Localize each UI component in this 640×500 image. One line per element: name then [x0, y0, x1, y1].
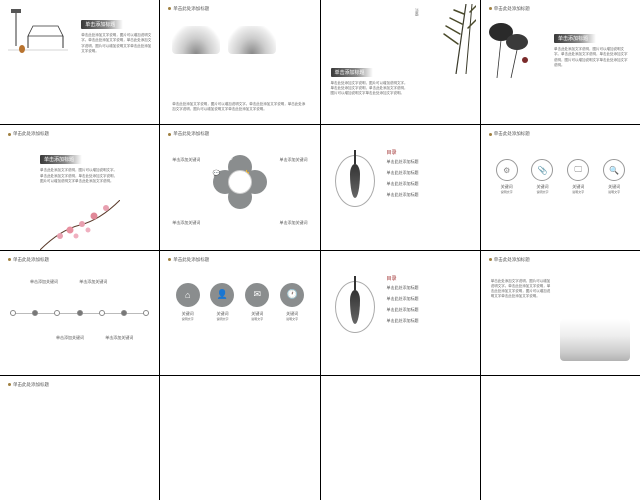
- slide-16: [481, 376, 640, 500]
- slide-7: 目录 单击此处添加标题 单击此处添加标题 单击此处添加标题 单击此处添加标题: [321, 125, 480, 249]
- slide-14: [160, 376, 319, 500]
- timeline-node: [143, 310, 149, 316]
- gear-icon: ⚙: [496, 159, 518, 181]
- title-badge: 单击添加标题: [554, 34, 596, 43]
- toc-item: 单击此处添加标题: [387, 170, 419, 176]
- feature-item: ⚙ 关键词 说明文字: [493, 159, 521, 195]
- pipa-container: [335, 281, 375, 333]
- stat-item: ✉ 关键词 说明文字: [243, 283, 271, 322]
- slide-6: 单击此处添加标题 ⊕ 👍 📍 💬 单击添加关键词 单击添加关键词 单击添加关键词…: [160, 125, 319, 249]
- pipa-illustration: [335, 155, 375, 207]
- tl-label: 单击添加关键词: [30, 279, 58, 285]
- search-icon: 🔍: [603, 159, 625, 181]
- feature-item: 🔍 关键词 说明文字: [600, 159, 628, 195]
- stat-desc: 说明文字: [278, 317, 306, 322]
- kw-1: 单击添加关键词: [172, 157, 200, 163]
- feature-desc: 说明文字: [528, 190, 556, 195]
- feature-desc: 说明文字: [493, 190, 521, 195]
- slide-9: 单击此处添加标题 单击添加关键词 单击添加关键词 单击添加关键词 单击添加关键词: [0, 251, 159, 375]
- slide-header: 单击此处添加标题: [168, 6, 209, 12]
- timeline-node: [32, 310, 38, 316]
- feature-item: 🖵 关键词 说明文字: [564, 159, 592, 195]
- body-text: 单击此处添加文字说明，图片可以增加说明文字。单击此处添加文字说明，单击此处添加文…: [172, 102, 307, 113]
- slide-header: 单击此处添加标题: [8, 257, 49, 263]
- toc-item: 单击此处添加标题: [387, 296, 419, 302]
- toc-item: 单击此处添加标题: [387, 159, 419, 165]
- title-badge: 单击添加标题: [40, 155, 82, 164]
- stat-item: 🕐 关键词 说明文字: [278, 283, 306, 322]
- ink-house-illustration: [8, 6, 68, 56]
- title-badge: 单击添加标题: [331, 68, 373, 77]
- home-icon: ⌂: [176, 283, 200, 307]
- slide-11: 目录 单击此处添加标题 单击此处添加标题 单击此处添加标题 单击此处添加标题: [321, 251, 480, 375]
- body-text: 单击此处添加文字说明，图片可以增加说明文字。单击此处添加文字说明，单击此处添加文…: [331, 81, 411, 97]
- pipa-illustration: [335, 281, 375, 333]
- slide-2: 单击此处添加标题 单击此处添加文字说明，图片可以增加说明文字。单击此处添加文字说…: [160, 0, 319, 124]
- seal-text: 淡墨: [414, 8, 420, 16]
- kw-4: 单击添加关键词: [280, 220, 308, 226]
- toc-item: 单击此处添加标题: [387, 318, 419, 324]
- timeline-node: [10, 310, 16, 316]
- slide-3: 淡墨 单击添加标题 单击此处添加文字说明，图片可以增加说明文字。单击此处添加文字…: [321, 0, 480, 124]
- ink-bamboo-illustration: [426, 4, 476, 74]
- stat-item: 👤 关键词 说明文字: [208, 283, 236, 322]
- body-text: 单击此处添加文字说明，图片可以增加说明文字。单击此处添加文字说明，单击此处添加文…: [40, 168, 120, 184]
- stat-desc: 说明文字: [174, 317, 202, 322]
- clock-icon: 🕐: [280, 283, 304, 307]
- clip-icon: 📎: [531, 159, 553, 181]
- ink-landscape-illustration: [560, 319, 630, 361]
- stat-desc: 说明文字: [243, 317, 271, 322]
- tl-label: 单击添加关键词: [56, 335, 84, 341]
- pipa-container: [335, 155, 375, 207]
- feature-item: 📎 关键词 说明文字: [528, 159, 556, 195]
- user-icon: 👤: [210, 283, 234, 307]
- toc-heading: 目录: [387, 275, 397, 282]
- body-text: 单击此处添加文字说明，图片可以增加说明文字。单击此处添加文字说明，单击此处添加文…: [81, 33, 151, 54]
- toc-item: 单击此处添加标题: [387, 285, 419, 291]
- slide-12: 单击此处添加标题 单击此处添加文字说明，图片可以增加说明文字。单击此处添加文字说…: [481, 251, 640, 375]
- slide-8: 单击此处添加标题 ⚙ 关键词 说明文字 📎 关键词 说明文字 🖵 关键词 说明文…: [481, 125, 640, 249]
- slide-grid: 单击添加标题 单击此处添加文字说明，图片可以增加说明文字。单击此处添加文字说明，…: [0, 0, 640, 500]
- slide-5: 单击此处添加标题 单击添加标题 单击此处添加文字说明，图片可以增加说明文字。单击…: [0, 125, 159, 249]
- slide-10: 单击此处添加标题 ⌂ 关键词 说明文字 👤 关键词 说明文字 ✉ 关键词 说明文…: [160, 251, 319, 375]
- slide-13: 单击此处添加标题: [0, 376, 159, 500]
- petal-diagram: ⊕ 👍 📍 💬: [213, 155, 267, 209]
- body-text: 单击此处添加文字说明，图片可以增加说明文字。单击此处添加文字说明，单击此处添加文…: [491, 279, 551, 300]
- kw-2: 单击添加关键词: [280, 157, 308, 163]
- slide-header: 单击此处添加标题: [489, 131, 530, 137]
- stat-item: ⌂ 关键词 说明文字: [174, 283, 202, 322]
- kw-3: 单击添加关键词: [172, 220, 200, 226]
- slide-15: [321, 376, 480, 500]
- feature-desc: 说明文字: [600, 190, 628, 195]
- ink-mountain-1: [172, 26, 220, 54]
- slide-header: 单击此处添加标题: [489, 6, 530, 12]
- toc-item: 单击此处添加标题: [387, 192, 419, 198]
- slide-header: 单击此处添加标题: [489, 257, 530, 263]
- timeline-node: [54, 310, 60, 316]
- title-badge: 单击添加标题: [81, 20, 123, 29]
- slide-4: 单击此处添加标题 单击添加标题 单击此处添加文字说明，图片可以增加说明文字。单击…: [481, 0, 640, 124]
- ink-lotus-illustration: [487, 20, 537, 80]
- slide-header: 单击此处添加标题: [168, 257, 209, 263]
- petal-center: [228, 170, 252, 194]
- slide-header: 单击此处添加标题: [168, 131, 209, 137]
- tl-label: 单击添加关键词: [79, 279, 107, 285]
- toc-heading: 目录: [387, 149, 397, 156]
- mail-icon: ✉: [245, 283, 269, 307]
- slide-header: 单击此处添加标题: [8, 382, 49, 388]
- timeline-node: [77, 310, 83, 316]
- stat-desc: 说明文字: [208, 317, 236, 322]
- tl-label: 单击添加关键词: [105, 335, 133, 341]
- timeline-node: [99, 310, 105, 316]
- ink-blossom-illustration: [40, 200, 120, 250]
- toc-item: 单击此处添加标题: [387, 307, 419, 313]
- toc-item: 单击此处添加标题: [387, 181, 419, 187]
- slide-header: 单击此处添加标题: [8, 131, 49, 137]
- feature-desc: 说明文字: [564, 190, 592, 195]
- screen-icon: 🖵: [567, 159, 589, 181]
- ink-mountain-2: [228, 26, 276, 54]
- timeline-node: [121, 310, 127, 316]
- body-text: 单击此处添加文字说明，图片可以增加说明文字。单击此处添加文字说明，单击此处添加文…: [554, 47, 630, 68]
- slide-1: 单击添加标题 单击此处添加文字说明，图片可以增加说明文字。单击此处添加文字说明，…: [0, 0, 159, 124]
